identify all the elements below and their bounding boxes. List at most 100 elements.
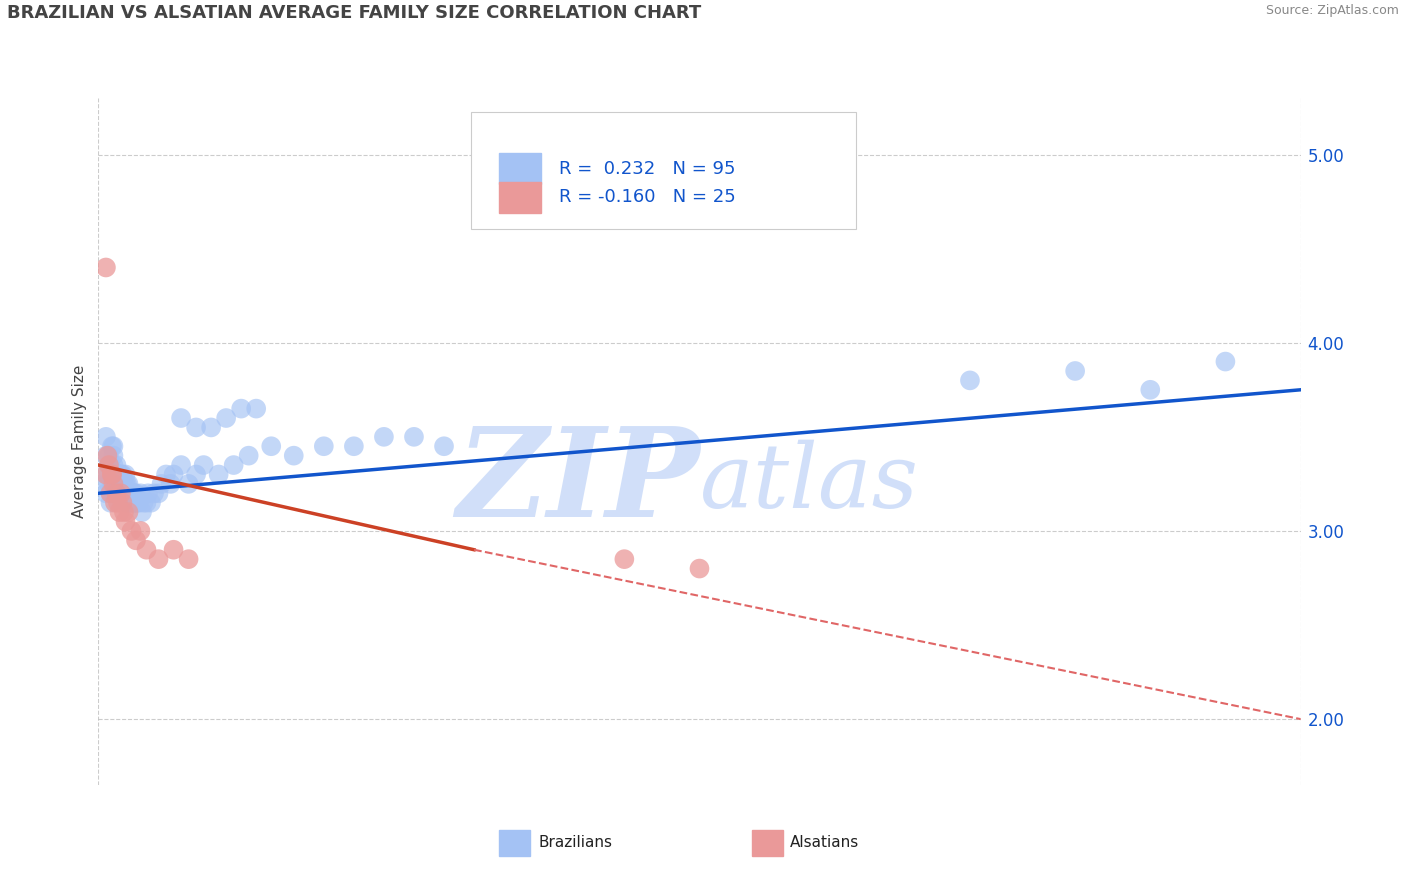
Point [110, 467, 132, 482]
Point [148, 486, 170, 500]
Point [111, 467, 134, 482]
Point [1139, 383, 1161, 397]
Point [103, 486, 125, 500]
Point [94, 467, 117, 482]
Point [162, 542, 184, 557]
FancyBboxPatch shape [499, 182, 541, 213]
Point [105, 476, 128, 491]
Point [122, 486, 145, 500]
Point [115, 476, 138, 491]
Point [111, 476, 134, 491]
Point [150, 476, 173, 491]
Point [245, 401, 267, 416]
Point [121, 486, 143, 500]
Point [110, 486, 132, 500]
Point [103, 476, 125, 491]
Text: Source: ZipAtlas.com: Source: ZipAtlas.com [1265, 4, 1399, 18]
Point [343, 439, 366, 453]
Point [131, 505, 153, 519]
Point [114, 476, 136, 491]
Point [112, 476, 135, 491]
Point [184, 467, 207, 482]
FancyBboxPatch shape [499, 830, 530, 856]
Point [101, 439, 124, 453]
FancyBboxPatch shape [499, 153, 541, 184]
Point [94, 430, 117, 444]
Point [101, 467, 124, 482]
Point [100, 458, 122, 472]
Point [125, 496, 148, 510]
Point [111, 496, 134, 510]
Point [107, 476, 129, 491]
FancyBboxPatch shape [752, 830, 783, 856]
Point [111, 486, 134, 500]
Point [162, 467, 184, 482]
Point [170, 411, 193, 425]
Point [94, 449, 117, 463]
Point [135, 496, 157, 510]
Point [117, 486, 139, 500]
Point [97, 476, 120, 491]
Point [97, 458, 120, 472]
Point [283, 449, 305, 463]
Point [101, 476, 124, 491]
Point [101, 467, 124, 482]
Point [139, 496, 162, 510]
Point [127, 496, 149, 510]
Point [959, 373, 981, 387]
Point [121, 496, 143, 510]
Point [689, 561, 711, 575]
Point [373, 430, 395, 444]
Y-axis label: Average Family Size: Average Family Size [72, 365, 87, 518]
Point [143, 486, 166, 500]
Point [100, 496, 122, 510]
Point [114, 486, 136, 500]
Point [200, 420, 222, 434]
Point [94, 476, 117, 491]
Point [108, 486, 131, 500]
Point [103, 449, 125, 463]
Point [117, 505, 139, 519]
Point [114, 467, 136, 482]
Point [231, 401, 253, 416]
Point [97, 458, 120, 472]
Point [105, 486, 128, 500]
Point [107, 467, 129, 482]
Point [110, 486, 132, 500]
Point [105, 486, 128, 500]
Point [97, 467, 120, 482]
Point [107, 496, 129, 510]
Point [108, 476, 131, 491]
Point [121, 524, 143, 538]
Text: atlas: atlas [700, 440, 918, 526]
Point [112, 486, 135, 500]
Point [215, 411, 238, 425]
Point [103, 476, 125, 491]
Point [105, 467, 128, 482]
Point [97, 449, 120, 463]
Text: R = -0.160   N = 25: R = -0.160 N = 25 [558, 188, 735, 206]
Point [159, 476, 181, 491]
Point [124, 486, 146, 500]
Text: Brazilians: Brazilians [538, 836, 613, 850]
Point [170, 458, 193, 472]
Point [136, 486, 159, 500]
Point [155, 467, 177, 482]
Text: ZIP: ZIP [456, 422, 700, 543]
Point [96, 449, 118, 463]
Point [105, 458, 128, 472]
Text: BRAZILIAN VS ALSATIAN AVERAGE FAMILY SIZE CORRELATION CHART: BRAZILIAN VS ALSATIAN AVERAGE FAMILY SIZ… [7, 4, 702, 22]
Point [135, 542, 157, 557]
Point [1215, 354, 1237, 368]
Text: Alsatians: Alsatians [790, 836, 859, 850]
Point [104, 496, 127, 510]
Point [1064, 364, 1087, 378]
Point [433, 439, 456, 453]
Point [184, 420, 207, 434]
Point [238, 449, 260, 463]
Point [125, 533, 148, 548]
Point [124, 496, 146, 510]
Point [125, 486, 148, 500]
Point [402, 430, 425, 444]
Point [129, 524, 152, 538]
